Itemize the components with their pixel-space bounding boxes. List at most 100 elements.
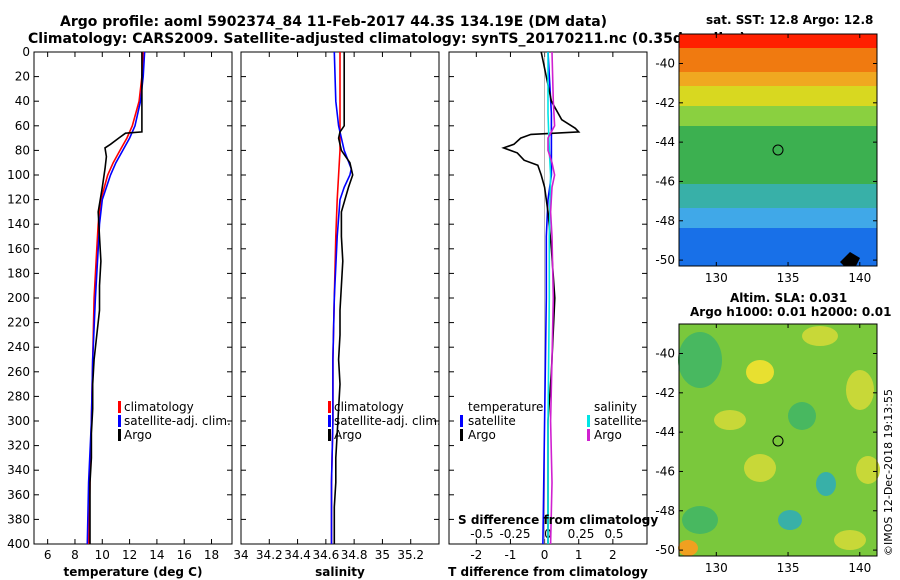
x-tick-label: 2 bbox=[609, 548, 617, 562]
legend-swatch-satellite bbox=[328, 415, 331, 427]
x-tick-label: -1 bbox=[504, 548, 516, 562]
sst-map-title: sat. SST: 12.8 Argo: 12.8 bbox=[706, 13, 873, 27]
sla-patch bbox=[714, 410, 746, 430]
depth-tick-label: 360 bbox=[7, 488, 30, 502]
legend-swatch-s-satellite bbox=[587, 415, 590, 427]
sla-patch bbox=[682, 506, 718, 534]
legend-swatch-argo bbox=[118, 429, 121, 441]
legend-label-t-satellite: satellite bbox=[468, 414, 516, 428]
depth-tick-label: 60 bbox=[15, 119, 30, 133]
map-lon-label: 140 bbox=[848, 561, 871, 575]
depth-tick-label: 100 bbox=[7, 168, 30, 182]
series-line-salinity-satellite bbox=[547, 52, 552, 544]
x-tick-label: 34.8 bbox=[341, 548, 368, 562]
profile-panels: 0204060801001201401601802002202402602803… bbox=[7, 45, 648, 579]
depth-tick-label: 340 bbox=[7, 463, 30, 477]
legend-label-satellite: satellite-adj. clim. bbox=[124, 414, 231, 428]
x-axis-title: salinity bbox=[315, 565, 365, 579]
depth-tick-label: 380 bbox=[7, 512, 30, 526]
map-lat-label: -42 bbox=[655, 386, 675, 400]
series-line-satellite-adj-clim- bbox=[330, 52, 353, 544]
sla-patch bbox=[778, 510, 802, 530]
sla-patch bbox=[816, 472, 836, 496]
sla-patch bbox=[856, 456, 880, 484]
legend-label-t-argo: Argo bbox=[468, 428, 496, 442]
panel-differences: -2 -1 0 1 2-0.5 -0.25 0 0.25 0.5T difference fro… bbox=[448, 51, 648, 579]
map-lat-label: -48 bbox=[655, 214, 675, 228]
depth-tick-label: 300 bbox=[7, 414, 30, 428]
sla-patch bbox=[802, 326, 838, 346]
sst-map-frame bbox=[678, 33, 878, 267]
sst-band-amber bbox=[679, 72, 877, 88]
depth-tick-label: 140 bbox=[7, 217, 30, 231]
x-tick-label: 12 bbox=[122, 548, 137, 562]
sst-band-red bbox=[679, 34, 877, 50]
depth-tick-label: 0 bbox=[22, 45, 30, 59]
sst-band-orange bbox=[679, 48, 877, 74]
series-group bbox=[86, 52, 146, 544]
sla-patch bbox=[746, 360, 774, 384]
map-lat-label: -44 bbox=[655, 425, 675, 439]
legend-label-s-satellite: satellite bbox=[594, 414, 642, 428]
legend-swatch-t-argo bbox=[460, 429, 463, 441]
depth-tick-label: 20 bbox=[15, 70, 30, 84]
x-tick-label: 8 bbox=[71, 548, 79, 562]
map-lat-label: -48 bbox=[655, 504, 675, 518]
legend-swatch-climatology bbox=[118, 401, 121, 413]
legend-swatch-satellite bbox=[118, 415, 121, 427]
x-tick-label: 14 bbox=[149, 548, 164, 562]
sst-band-green bbox=[679, 126, 877, 186]
depth-tick-label: 260 bbox=[7, 365, 30, 379]
sst-band-yellow bbox=[679, 86, 877, 108]
depth-tick-label: 120 bbox=[7, 193, 30, 207]
sla-map-frame bbox=[678, 323, 878, 557]
legend-salinity: climatology satellite-adj. clim. Argo bbox=[328, 400, 441, 442]
legend-label-argo: Argo bbox=[334, 428, 362, 442]
sla-patch bbox=[834, 530, 866, 550]
sla-map bbox=[678, 323, 880, 557]
sla-patch bbox=[846, 370, 874, 410]
title-line-2: Climatology: CARS2009. Satellite-adjuste… bbox=[28, 31, 746, 47]
depth-tick-label: 160 bbox=[7, 242, 30, 256]
legend-temperature: climatology satellite-adj. clim. Argo bbox=[118, 400, 231, 442]
series-group bbox=[501, 52, 581, 544]
sst-axes: -40 -42 -44 -46 -48 -50 130 135 140 bbox=[655, 34, 877, 285]
map-lon-label: 135 bbox=[777, 271, 800, 285]
x-tick-label: 34 bbox=[233, 548, 248, 562]
s-diff-tick-label: -0.5 bbox=[470, 527, 493, 541]
map-lat-label: -50 bbox=[655, 543, 675, 557]
panel-salinity: 34 34.2 34.4 34.6 34.8 35 35.2 salinity bbox=[233, 51, 440, 579]
x-tick-label: 35.2 bbox=[397, 548, 424, 562]
x-tick-label: 0 bbox=[541, 548, 549, 562]
series-group bbox=[330, 52, 354, 544]
legend-label-argo: Argo bbox=[124, 428, 152, 442]
x-tick-label: 34.6 bbox=[312, 548, 339, 562]
legend-swatch-t-satellite bbox=[460, 415, 463, 427]
map-lat-label: -50 bbox=[655, 253, 675, 267]
sla-axes: -40 -42 -44 -46 -48 -50 130 135 140 bbox=[655, 324, 877, 575]
plot-frame bbox=[33, 51, 233, 545]
x-tick-label: -2 bbox=[470, 548, 482, 562]
map-lat-label: -46 bbox=[655, 174, 675, 188]
depth-tick-label: 200 bbox=[7, 291, 30, 305]
depth-tick-label: 240 bbox=[7, 340, 30, 354]
legend-head-temperature: temperature bbox=[468, 400, 543, 414]
sla-patch bbox=[744, 454, 776, 482]
depth-tick-label: 400 bbox=[7, 537, 30, 551]
title-line-1: Argo profile: aoml 5902374_84 11-Feb-201… bbox=[60, 14, 607, 30]
sla-map-title-1: Altim. SLA: 0.031 bbox=[730, 291, 847, 305]
panel-temperature: 0 20 40 60 80 100 120 140 160 180 200 220 240 260 280 3… bbox=[7, 45, 233, 579]
x-axis-title: temperature (deg C) bbox=[64, 565, 203, 579]
legend-label-climatology: climatology bbox=[334, 400, 404, 414]
map-lon-label: 130 bbox=[705, 271, 728, 285]
s-diff-tick-label: 0.25 bbox=[568, 527, 595, 541]
series-line-argo bbox=[89, 52, 143, 544]
map-lat-label: -42 bbox=[655, 96, 675, 110]
s-diff-tick-label: 0.5 bbox=[604, 527, 623, 541]
map-lon-label: 140 bbox=[848, 271, 871, 285]
sst-argo-marker bbox=[772, 144, 784, 156]
s-diff-tick-label: -0.25 bbox=[499, 527, 530, 541]
depth-tick-label: 40 bbox=[15, 94, 30, 108]
sst-coast-blob bbox=[840, 252, 860, 266]
